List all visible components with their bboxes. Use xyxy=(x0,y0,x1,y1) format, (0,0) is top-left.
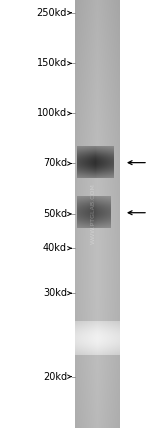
Text: 70kd: 70kd xyxy=(43,158,67,169)
Text: 30kd: 30kd xyxy=(43,288,67,298)
Text: 250kd: 250kd xyxy=(37,8,67,18)
Text: 50kd: 50kd xyxy=(43,209,67,219)
Text: 150kd: 150kd xyxy=(37,58,67,68)
Text: 40kd: 40kd xyxy=(43,243,67,253)
Text: WWW.PTGLAB.COM: WWW.PTGLAB.COM xyxy=(91,184,96,244)
Text: 20kd: 20kd xyxy=(43,372,67,382)
Text: 100kd: 100kd xyxy=(37,108,67,119)
